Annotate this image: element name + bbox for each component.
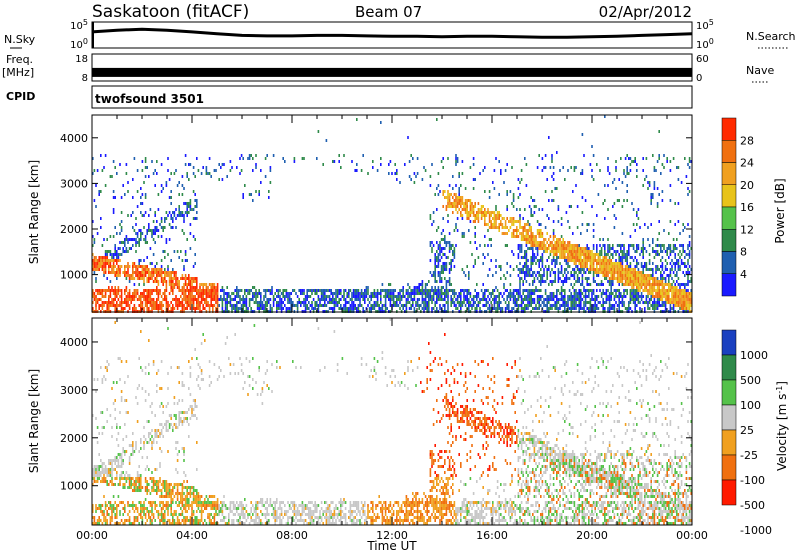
date-title: 02/Apr/2012 bbox=[599, 3, 692, 21]
colorbar-tick: 100 bbox=[740, 399, 761, 412]
noise-panel: 105 100 105 100 bbox=[70, 18, 714, 51]
velocity-panel: 1000 2000 3000 4000 00:00 04:00 08:00 12:00 16:0… bbox=[27, 317, 708, 553]
noise-right-ytick-bottom: 100 bbox=[696, 37, 714, 51]
velocity-colorbar-label-text: Velocity [m s bbox=[775, 394, 789, 471]
xtick-label: 00:00 bbox=[76, 529, 108, 542]
colorbar-segment bbox=[721, 184, 737, 208]
cpid-label: CPID bbox=[6, 90, 35, 103]
xtick-label: 04:00 bbox=[176, 529, 208, 542]
colorbar-segment bbox=[721, 454, 737, 481]
colorbar-segment bbox=[721, 117, 737, 141]
colorbar-segment bbox=[721, 329, 737, 356]
colorbar-tick: 25 bbox=[740, 424, 754, 437]
power-colorbar: 4 8 12 16 20 24 28 Power [dB] bbox=[721, 117, 787, 297]
power-ylabel: Slant Range [km] bbox=[27, 160, 41, 264]
velocity-colorbar-label: Velocity [m s-1] bbox=[775, 381, 789, 471]
colorbar-tick: 500 bbox=[740, 374, 761, 387]
velocity-colorbar: 1000 500 100 25 -25 -100 -500 -1000 Velocity [m… bbox=[721, 329, 789, 537]
ytick-label: 2000 bbox=[60, 432, 88, 445]
colorbar-tick: -1000 bbox=[740, 524, 772, 537]
colorbar-tick: 12 bbox=[740, 223, 754, 236]
station-title: Saskatoon (fitACF) bbox=[92, 2, 249, 22]
colorbar-segment bbox=[721, 206, 737, 230]
colorbar-tick: -25 bbox=[740, 449, 758, 462]
colorbar-segment bbox=[721, 162, 737, 185]
time-axis-label: Time UT bbox=[366, 539, 417, 553]
ytick-label: 2000 bbox=[60, 223, 88, 236]
colorbar-segment bbox=[721, 429, 737, 456]
ytick-label: 3000 bbox=[60, 177, 88, 190]
velocity-ylabel: Slant Range [km] bbox=[27, 369, 41, 473]
beam-title: Beam 07 bbox=[355, 3, 422, 21]
power-panel: 1000 2000 3000 4000 Slant Range [km] bbox=[27, 114, 693, 313]
colorbar-segment bbox=[721, 251, 737, 274]
colorbar-segment bbox=[721, 479, 737, 506]
freq-ytick-bottom: 8 bbox=[82, 73, 88, 84]
colorbar-tick: -100 bbox=[740, 474, 765, 487]
nave-ytick-top: 60 bbox=[696, 54, 709, 65]
ytick-label: 4000 bbox=[60, 132, 88, 145]
cpid-value: twofsound 3501 bbox=[95, 92, 204, 106]
colorbar-tick: -500 bbox=[740, 499, 765, 512]
freq-unit-label: [MHz] bbox=[2, 66, 34, 79]
colorbar-tick: 8 bbox=[740, 246, 747, 259]
colorbar-segment bbox=[721, 140, 737, 163]
xtick-label: 16:00 bbox=[476, 529, 508, 542]
colorbar-tick: 1000 bbox=[740, 349, 768, 362]
xtick-label: 08:00 bbox=[276, 529, 308, 542]
colorbar-segment bbox=[721, 229, 737, 252]
ytick-label: 4000 bbox=[60, 336, 88, 349]
colorbar-segment bbox=[721, 404, 737, 431]
cpid-panel: twofsound 3501 bbox=[91, 85, 693, 109]
colorbar-tick: 24 bbox=[740, 157, 754, 170]
colorbar-segment bbox=[721, 273, 737, 297]
frequency-band bbox=[92, 67, 692, 77]
nave-label: Nave bbox=[746, 64, 774, 77]
power-colorbar-label: Power [dB] bbox=[773, 178, 787, 243]
noise-line bbox=[91, 27, 693, 39]
nsky-label: N.Sky bbox=[4, 33, 36, 46]
colorbar-tick: 16 bbox=[740, 201, 754, 214]
colorbar-segment bbox=[721, 354, 737, 381]
freq-label: Freq. bbox=[6, 53, 33, 66]
colorbar-tick: 4 bbox=[740, 268, 747, 281]
ytick-label: 3000 bbox=[60, 384, 88, 397]
frequency-panel: 18 8 60 0 bbox=[75, 53, 709, 84]
colorbar-tick: 20 bbox=[740, 179, 754, 192]
colorbar-tick: 28 bbox=[740, 134, 754, 147]
xtick-label: 12:00 bbox=[376, 529, 408, 542]
freq-ytick-top: 18 bbox=[75, 54, 88, 65]
nave-ytick-bottom: 0 bbox=[696, 73, 702, 84]
xtick-label: 20:00 bbox=[576, 529, 608, 542]
colorbar-segment bbox=[721, 379, 737, 406]
xtick-label: 00:00 bbox=[676, 529, 708, 542]
nsearch-label: N.Search bbox=[746, 30, 796, 43]
ytick-label: 1000 bbox=[60, 480, 88, 493]
noise-right-ytick-top: 105 bbox=[696, 18, 714, 32]
noise-ytick-top: 105 bbox=[70, 18, 88, 32]
noise-ytick-bottom: 100 bbox=[70, 37, 88, 51]
ytick-label: 1000 bbox=[60, 269, 88, 282]
